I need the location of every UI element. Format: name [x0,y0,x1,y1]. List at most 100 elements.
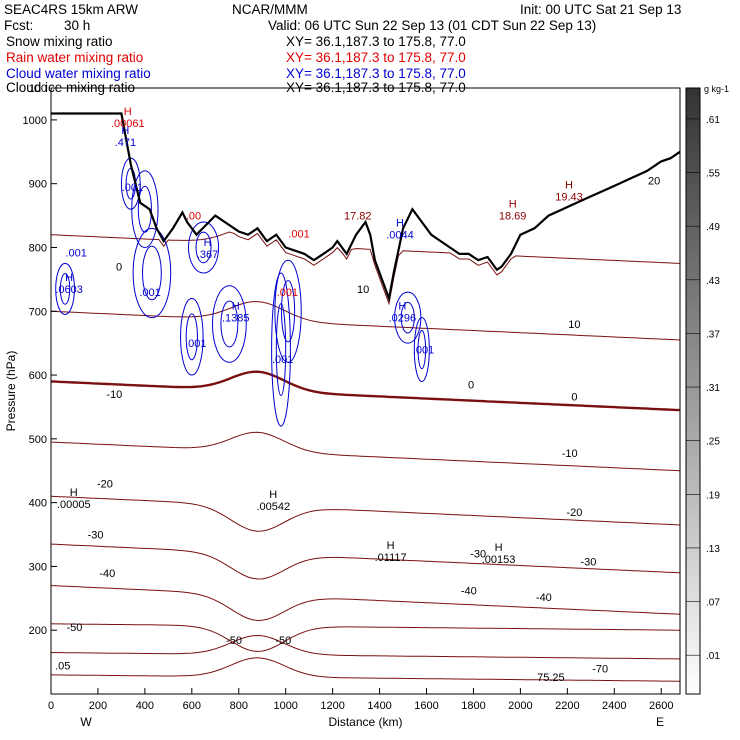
model-title: SEAC4RS 15km ARW [4,2,139,17]
high-marker: H [232,301,240,313]
contour-labels: -70 -50 -50 -50 -40 -40 -40 -30 -30 -30 -20 -20 -10 -… [55,106,660,684]
valid-time: Valid: 06 UTC Sun 22 Sep 13 (01 CDT Sun … [268,18,597,33]
cloud-water-contour [180,298,204,376]
cloud-water-contour [271,272,291,427]
colorbar-tick-label: .43 [706,276,720,287]
isotherm-label: -50 [67,622,83,634]
cloud-water-contour [274,259,302,363]
x-tick-label: 1400 [367,700,391,712]
colorbar-tick-label: .01 [706,651,720,662]
isotherm-label: 0 [116,262,122,274]
y-axis-title: Pressure (hPa) [4,351,18,432]
isotherm-label: -10 [562,448,578,460]
y-tick-label: 800 [29,242,47,254]
high-value-label: 17.82 [344,211,372,223]
axes: 0 200 400 600 800 1000 1200 1400 1600 1800 2000 220… [4,83,673,729]
isotherm-label: -40 [99,568,115,580]
high-value-label: .367 [197,249,218,261]
high-value-label: .001 [122,182,143,194]
cloud-water-contour [413,317,430,382]
field-xy-cloud-water: XY= 36.1,187.3 to 175.8, 77.0 [286,66,466,81]
cloud-water-contour [120,157,141,210]
isotherm--70 [51,657,680,682]
colorbar-tick-label: .49 [706,222,720,233]
y-tick-label: 400 [29,498,47,510]
terrain [51,112,680,303]
x-tick-label: 2000 [508,700,532,712]
high-value-label: .471 [115,137,136,149]
high-marker: H [65,272,73,284]
high-marker: H [509,199,517,211]
x-tick-label: 1800 [461,700,485,712]
high-value-label: .001 [277,287,298,299]
colorbar-unit: g kg-1 [704,84,729,94]
colorbar-tick-label: .07 [706,598,720,609]
y-tick-label: 300 [29,561,47,573]
high-value-label: .0603 [55,284,83,296]
isotherm-label: -10 [106,389,122,401]
forecast-label: Fcst: [4,18,34,33]
y-tick-label: 900 [29,179,47,191]
high-value-label: .001 [185,338,206,350]
field-xy-rain: XY= 36.1,187.3 to 175.8, 77.0 [286,50,466,65]
x-tick-label: 2400 [602,700,626,712]
colorbar-tick-label: .31 [706,383,720,394]
colorbar-tick-label: .13 [706,544,720,555]
high-value-label: .00542 [256,501,290,513]
y-tick-label: 600 [29,370,47,382]
colorbar-tick-label: .37 [706,329,720,340]
field-label-cloud-water: Cloud water mixing ratio [6,66,151,81]
cloud-water-contour [417,329,427,370]
cloud-water-contour [400,301,415,334]
y-tick-label: 200 [29,625,47,637]
isotherm-label: -20 [566,507,582,519]
y-tick-label: 500 [29,434,47,446]
isotherm--20 [51,495,680,532]
x-tick-label: 2600 [649,700,673,712]
high-value-label: .001 [139,287,160,299]
high-value-label: .001 [65,248,86,260]
isotherm-label: -30 [470,549,486,561]
x-tick-label: 1200 [320,700,344,712]
isotherm-10 [51,301,680,341]
x-tick-label: 600 [183,700,201,712]
colorbar-tick-label: .19 [706,490,720,501]
isotherm-label: -50 [275,635,291,647]
x-tick-label: 0 [48,700,54,712]
high-value-label: .00061 [111,118,145,130]
high-marker: H [396,218,404,230]
isotherm--50 [51,623,680,652]
high-marker: H [387,540,395,552]
isotherm-label: 0 [468,380,474,392]
isotherm-label: 10 [568,319,580,331]
isotherm-label: -50 [226,635,242,647]
cloud-water-contour [59,273,71,305]
cloud-water-contour [55,262,75,315]
cloud-water-contour [280,280,296,343]
x-tick-label: 400 [136,700,154,712]
y-tick-label: 700 [29,306,47,318]
isotherm--40 [51,585,680,622]
cloud-water-contour [188,221,220,274]
high-value-label: .01117 [375,552,407,564]
cloud-water-contour [142,245,162,301]
high-marker: H [565,179,573,191]
temperature-contours [51,231,680,682]
cloud-water-contour [137,185,152,233]
colorbar-tick-label: .25 [706,437,720,448]
x-axis-title: Distance (km) [328,715,402,729]
isotherm-20 [51,231,680,306]
cloud-water-contour [211,285,247,363]
terrain-line [51,112,680,303]
isotherm-label: 0 [571,392,577,404]
field-label-rain: Rain water mixing ratio [6,50,144,65]
isotherm--10 [51,431,680,472]
isotherm--30 [51,543,680,580]
high-marker: H [269,489,277,501]
isotherm-label: 10 [357,284,369,296]
cloud-water-contour [275,303,287,396]
high-marker: H [121,125,129,137]
colorbar-ramp [685,87,701,695]
cloud-water-contour [220,300,239,348]
